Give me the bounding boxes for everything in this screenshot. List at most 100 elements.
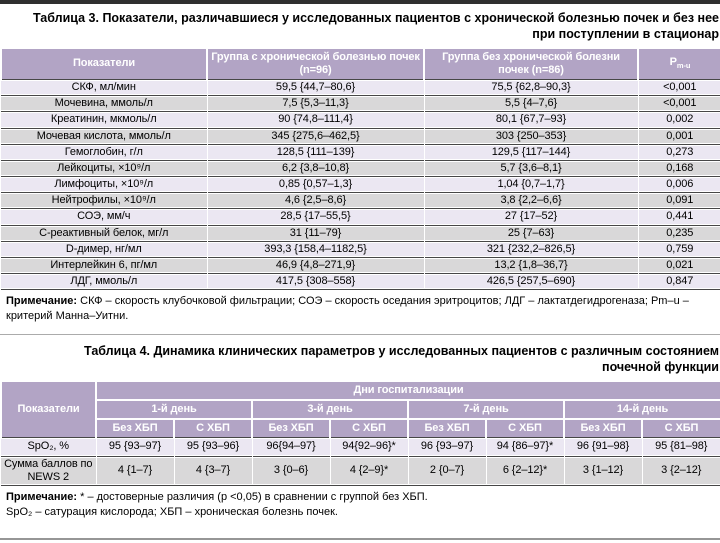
nonckd-value-cell: 25 {7–63} <box>423 224 638 242</box>
note-prefix: Примечание: <box>6 491 78 504</box>
table3-header-row: Показатели Группа с хронической болезнью… <box>0 46 720 80</box>
value-cell: 3 {2–12} <box>641 455 720 487</box>
value-cell: 94 {86–97}* <box>485 436 564 457</box>
ckd-value-cell: 28,5 {17–55,5} <box>206 208 424 226</box>
p-value-cell: <0,001 <box>637 78 720 96</box>
table-row: SpO₂, % 95 {93–97} 95 {93–96} 96{94–97} … <box>1 436 720 457</box>
table-row: Интерлейкин 6, пг/мл 46,9 {4,8–271,9} 13,2… <box>1 256 720 274</box>
table4-subheader-ckd: С ХБП <box>485 417 564 438</box>
p-value-cell: 0,006 <box>637 176 720 193</box>
nonckd-value-cell: 1,04 {0,7–1,7} <box>423 176 638 193</box>
p-value-cell: 0,001 <box>637 127 720 145</box>
nonckd-value-cell: 80,1 {67,7–93} <box>423 111 638 128</box>
p-value-cell: 0,002 <box>637 111 720 128</box>
p-value-cell: 0,759 <box>637 240 720 258</box>
note-text: SpO₂ – сатурация кислорода; ХБП – хронич… <box>6 505 338 518</box>
table3-title: Таблица 3. Показатели, различавшиеся у и… <box>32 11 719 41</box>
ckd-value-cell: 90 {74,8–111,4} <box>206 111 424 128</box>
table4-note: Примечание: * – достоверные различия (p … <box>0 486 720 523</box>
indicator-cell: Лимфоциты, ×10⁹/л <box>1 176 207 193</box>
value-cell: 95 {93–97} <box>95 436 174 457</box>
table4-header-hospital-days: Дни госпитализации <box>94 379 720 400</box>
table-row: СКФ, мл/мин 59,5 {44,7–80,6} 75,5 {62,8–90… <box>1 78 720 96</box>
value-cell: 4 {3–7} <box>173 455 252 487</box>
value-cell: 3 {0–6} <box>251 455 330 487</box>
table4-note-line2: SpO₂ – сатурация кислорода; ХБП – хронич… <box>6 505 712 519</box>
p-subscript: m-u <box>676 61 691 71</box>
value-cell: 95 {81–98} <box>641 436 720 457</box>
value-cell: 96 {91–98} <box>563 436 642 457</box>
indicator-cell: SpO₂, % <box>1 436 96 457</box>
ckd-value-cell: 59,5 {44,7–80,6} <box>206 78 424 96</box>
table-row: Мочевина, ммоль/л 7,5 {5,3–11,3} 5,5 {4–7,… <box>1 95 720 112</box>
table-row: СОЭ, мм/ч 28,5 {17–55,5} 27 {17–52} 0,441 <box>1 208 720 226</box>
table3-header-p: Pm-u <box>637 46 720 80</box>
ckd-value-cell: 46,9 {4,8–271,9} <box>206 256 424 274</box>
table3-header-indicators: Показатели <box>0 46 207 80</box>
indicator-cell: Мочевая кислота, ммоль/л <box>1 127 207 145</box>
p-value-cell: 0,273 <box>637 143 720 161</box>
value-cell: 96 {93–97} <box>407 436 486 457</box>
table4-header: Показатели Дни госпитализации 1-й день 3… <box>0 379 720 438</box>
indicator-cell: Нейтрофилы, ×10⁹/л <box>1 192 207 209</box>
ckd-value-cell: 417,5 {308–558} <box>206 273 424 291</box>
value-cell: 96{94–97} <box>251 436 330 457</box>
table4-header-day7: 7-й день <box>407 398 564 419</box>
indicator-cell: Мочевина, ммоль/л <box>1 95 207 112</box>
table3-header: Показатели Группа с хронической болезнью… <box>0 46 720 80</box>
nonckd-value-cell: 303 {250–353} <box>423 127 638 145</box>
table4-title: Таблица 4. Динамика клинических параметр… <box>84 343 719 374</box>
nonckd-value-cell: 5,5 {4–7,6} <box>423 95 638 112</box>
value-cell: 94{92–96}* <box>329 436 408 457</box>
table4-header-day14: 14-й день <box>562 398 720 419</box>
table4-subheader-no-ckd: Без ХБП <box>95 417 174 438</box>
indicator-cell: СОЭ, мм/ч <box>1 208 207 226</box>
table4-subheader-ckd: С ХБП <box>329 417 408 438</box>
nonckd-value-cell: 3,8 {2,2–6,6} <box>423 192 638 209</box>
nonckd-value-cell: 426,5 {257,5–690} <box>423 273 638 291</box>
p-value-cell: 0,441 <box>637 208 720 226</box>
table-row: Креатинин, мкмоль/л 90 {74,8–111,4} 80,1 {… <box>1 111 720 128</box>
value-cell: 6 {2–12}* <box>485 455 564 487</box>
table-row: Лейкоциты, ×10⁹/л 6,2 {3,8–10,8} 5,7 {3,6–… <box>1 159 720 177</box>
table4-header-day1: 1-й день <box>95 398 252 419</box>
nonckd-value-cell: 13,2 {1,8–36,7} <box>423 256 638 274</box>
indicator-cell: С-реактивный белок, мг/л <box>1 224 207 242</box>
table4-subheader-no-ckd: Без ХБП <box>407 417 486 438</box>
table4: Показатели Дни госпитализации 1-й день 3… <box>0 379 720 487</box>
table-row: Лимфоциты, ×10⁹/л 0,85 {0,57–1,3} 1,04 {0,… <box>1 176 720 193</box>
indicator-cell: Гемоглобин, г/л <box>1 143 207 161</box>
table4-subheader-no-ckd: Без ХБП <box>563 417 642 438</box>
nonckd-value-cell: 129,5 {117–144} <box>423 143 638 161</box>
table3-header-ckd-group: Группа с хронической болезнью почек (n=9… <box>206 46 424 80</box>
table3: Показатели Группа с хронической болезнью… <box>0 46 720 291</box>
bottom-divider <box>0 538 720 540</box>
table4-header-row3: Без ХБП С ХБП Без ХБП С ХБП Без ХБП С ХБ… <box>1 417 720 438</box>
indicator-cell: Креатинин, мкмоль/л <box>1 111 207 128</box>
indicator-cell: СКФ, мл/мин <box>1 78 207 96</box>
table-row: D-димер, нг/мл 393,3 {158,4–1182,5} 321 {2… <box>1 240 720 258</box>
indicator-cell: Сумма баллов по NEWS 2 <box>1 455 96 487</box>
table4-subheader-ckd: С ХБП <box>173 417 252 438</box>
tables-divider <box>0 333 720 335</box>
table-row: С-реактивный белок, мг/л 31 {11–79} 25 {7–… <box>1 224 720 242</box>
note-text: * – достоверные различия (p <0,05) в сра… <box>80 491 428 504</box>
ckd-value-cell: 6,2 {3,8–10,8} <box>206 159 424 177</box>
ckd-value-cell: 345 {275,6–462,5} <box>206 127 424 145</box>
indicator-cell: Интерлейкин 6, пг/мл <box>1 256 207 274</box>
p-value-cell: 0,235 <box>637 224 720 242</box>
ckd-value-cell: 128,5 {111–139} <box>206 143 424 161</box>
table4-subheader-ckd: С ХБП <box>640 417 720 438</box>
nonckd-value-cell: 321 {232,2–826,5} <box>423 240 638 258</box>
indicator-cell: D-димер, нг/мл <box>1 240 207 258</box>
p-symbol: P <box>669 56 677 69</box>
nonckd-value-cell: 5,7 {3,6–8,1} <box>423 159 638 177</box>
top-divider <box>0 0 720 4</box>
ckd-value-cell: 0,85 {0,57–1,3} <box>206 176 424 193</box>
ckd-value-cell: 393,3 {158,4–1182,5} <box>206 240 424 258</box>
note-text: СКФ – скорость клубочковой фильтрации; С… <box>6 295 689 322</box>
table-row: Гемоглобин, г/л 128,5 {111–139} 129,5 {117… <box>1 143 720 161</box>
nonckd-value-cell: 27 {17–52} <box>423 208 638 226</box>
table-row: ЛДГ, ммоль/л 417,5 {308–558} 426,5 {257,5–… <box>1 273 720 291</box>
ckd-value-cell: 31 {11–79} <box>206 224 424 242</box>
